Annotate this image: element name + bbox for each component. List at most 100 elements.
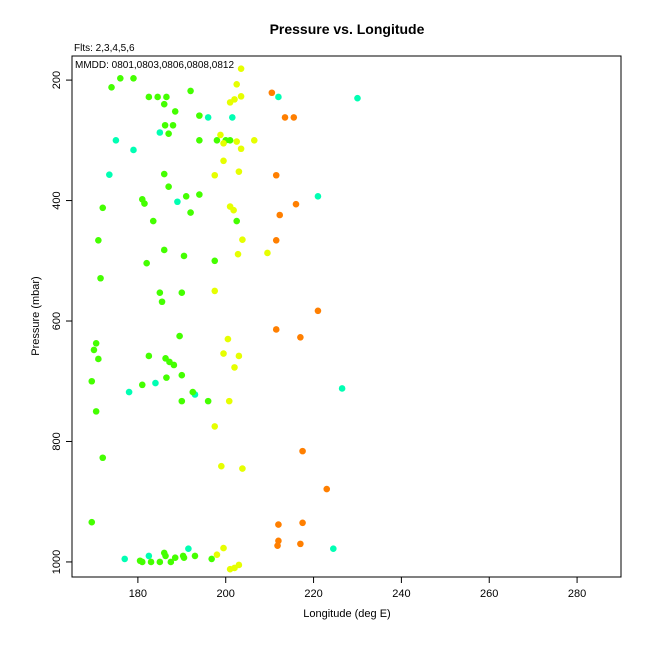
data-point [276,211,284,219]
data-point [174,198,181,206]
data-point [143,259,150,267]
data-point [178,289,186,297]
data-point [106,171,113,178]
data-point [264,249,271,257]
data-point [233,138,240,145]
data-point [213,137,221,144]
data-point [196,137,203,144]
y-axis: 200 400 600 800 1000 [51,71,72,574]
data-point [314,307,322,315]
data-point [97,274,104,282]
data-point [170,361,178,369]
data-point [95,237,102,244]
y-tick-label: 800 [51,432,63,450]
chart-title: Pressure vs. Longitude [270,21,425,37]
data-point [239,465,246,472]
y-tick-label: 400 [51,191,63,209]
data-point [235,561,243,569]
data-point [220,544,227,552]
data-point [275,521,282,528]
data-point [187,209,194,216]
data-point [90,346,98,354]
data-point [224,335,232,343]
data-point [225,397,233,405]
data-point [231,364,238,371]
data-point [130,74,137,82]
data-point [182,193,190,200]
data-point [213,551,221,559]
data-point [239,236,246,244]
data-point [233,217,240,225]
dates-note: MMDD: 0801,0803,0806,0808,0812 [75,60,234,71]
y-axis-label: Pressure (mbar) [30,276,42,355]
data-point [99,454,107,462]
data-point [156,129,164,136]
x-axis-label: Longitude (deg E) [303,608,390,620]
data-point [299,519,306,527]
data-point [160,100,168,108]
data-point [117,74,124,82]
data-point [233,81,240,88]
data-point [178,371,186,379]
data-point [152,379,159,387]
data-point [226,137,234,144]
x-tick-label: 240 [392,588,410,600]
data-point [138,381,146,389]
y-tick-label: 1000 [51,550,63,574]
data-point [229,114,236,121]
data-point [141,200,148,207]
x-tick-label: 200 [217,588,235,600]
data-point [88,518,96,526]
data-point [149,217,157,225]
data-point [235,352,243,360]
data-point [171,554,179,562]
data-point [187,87,194,95]
x-tick-label: 180 [129,588,147,600]
data-point [171,108,179,115]
data-point [191,552,199,560]
data-point [145,552,153,560]
data-point [95,355,102,363]
data-point [169,121,177,129]
data-point [160,170,168,178]
data-point [275,93,282,101]
flights-note: Flts: 2,3,4,5,6 [74,43,135,54]
data-point [178,397,186,405]
data-point [208,555,215,563]
data-point [92,340,100,347]
data-point [196,112,203,119]
data-point [165,130,172,137]
data-point [112,137,120,144]
data-point [330,545,337,552]
data-point [160,549,168,557]
data-point [108,84,115,91]
data-point [180,252,188,260]
data-point [136,557,144,565]
data-point [163,374,170,381]
data-point [204,114,212,121]
data-points [88,65,361,573]
data-point [235,168,243,175]
data-point [167,558,175,566]
x-axis: 180 200 220 240 260 280 [129,577,586,600]
data-point [237,65,245,72]
data-point [292,200,300,208]
data-point [158,298,166,306]
data-point [88,377,96,385]
data-point [220,350,227,357]
data-point [211,257,219,265]
data-point [297,333,304,341]
data-point [268,89,276,97]
data-point [272,171,280,179]
data-point [160,246,168,254]
data-point [274,542,281,549]
data-point [234,250,242,258]
data-point [145,93,153,101]
data-point [130,146,137,154]
data-point [354,94,361,102]
y-tick-label: 600 [51,312,63,330]
data-point [218,462,225,470]
data-point [211,423,219,430]
data-point [290,114,298,121]
